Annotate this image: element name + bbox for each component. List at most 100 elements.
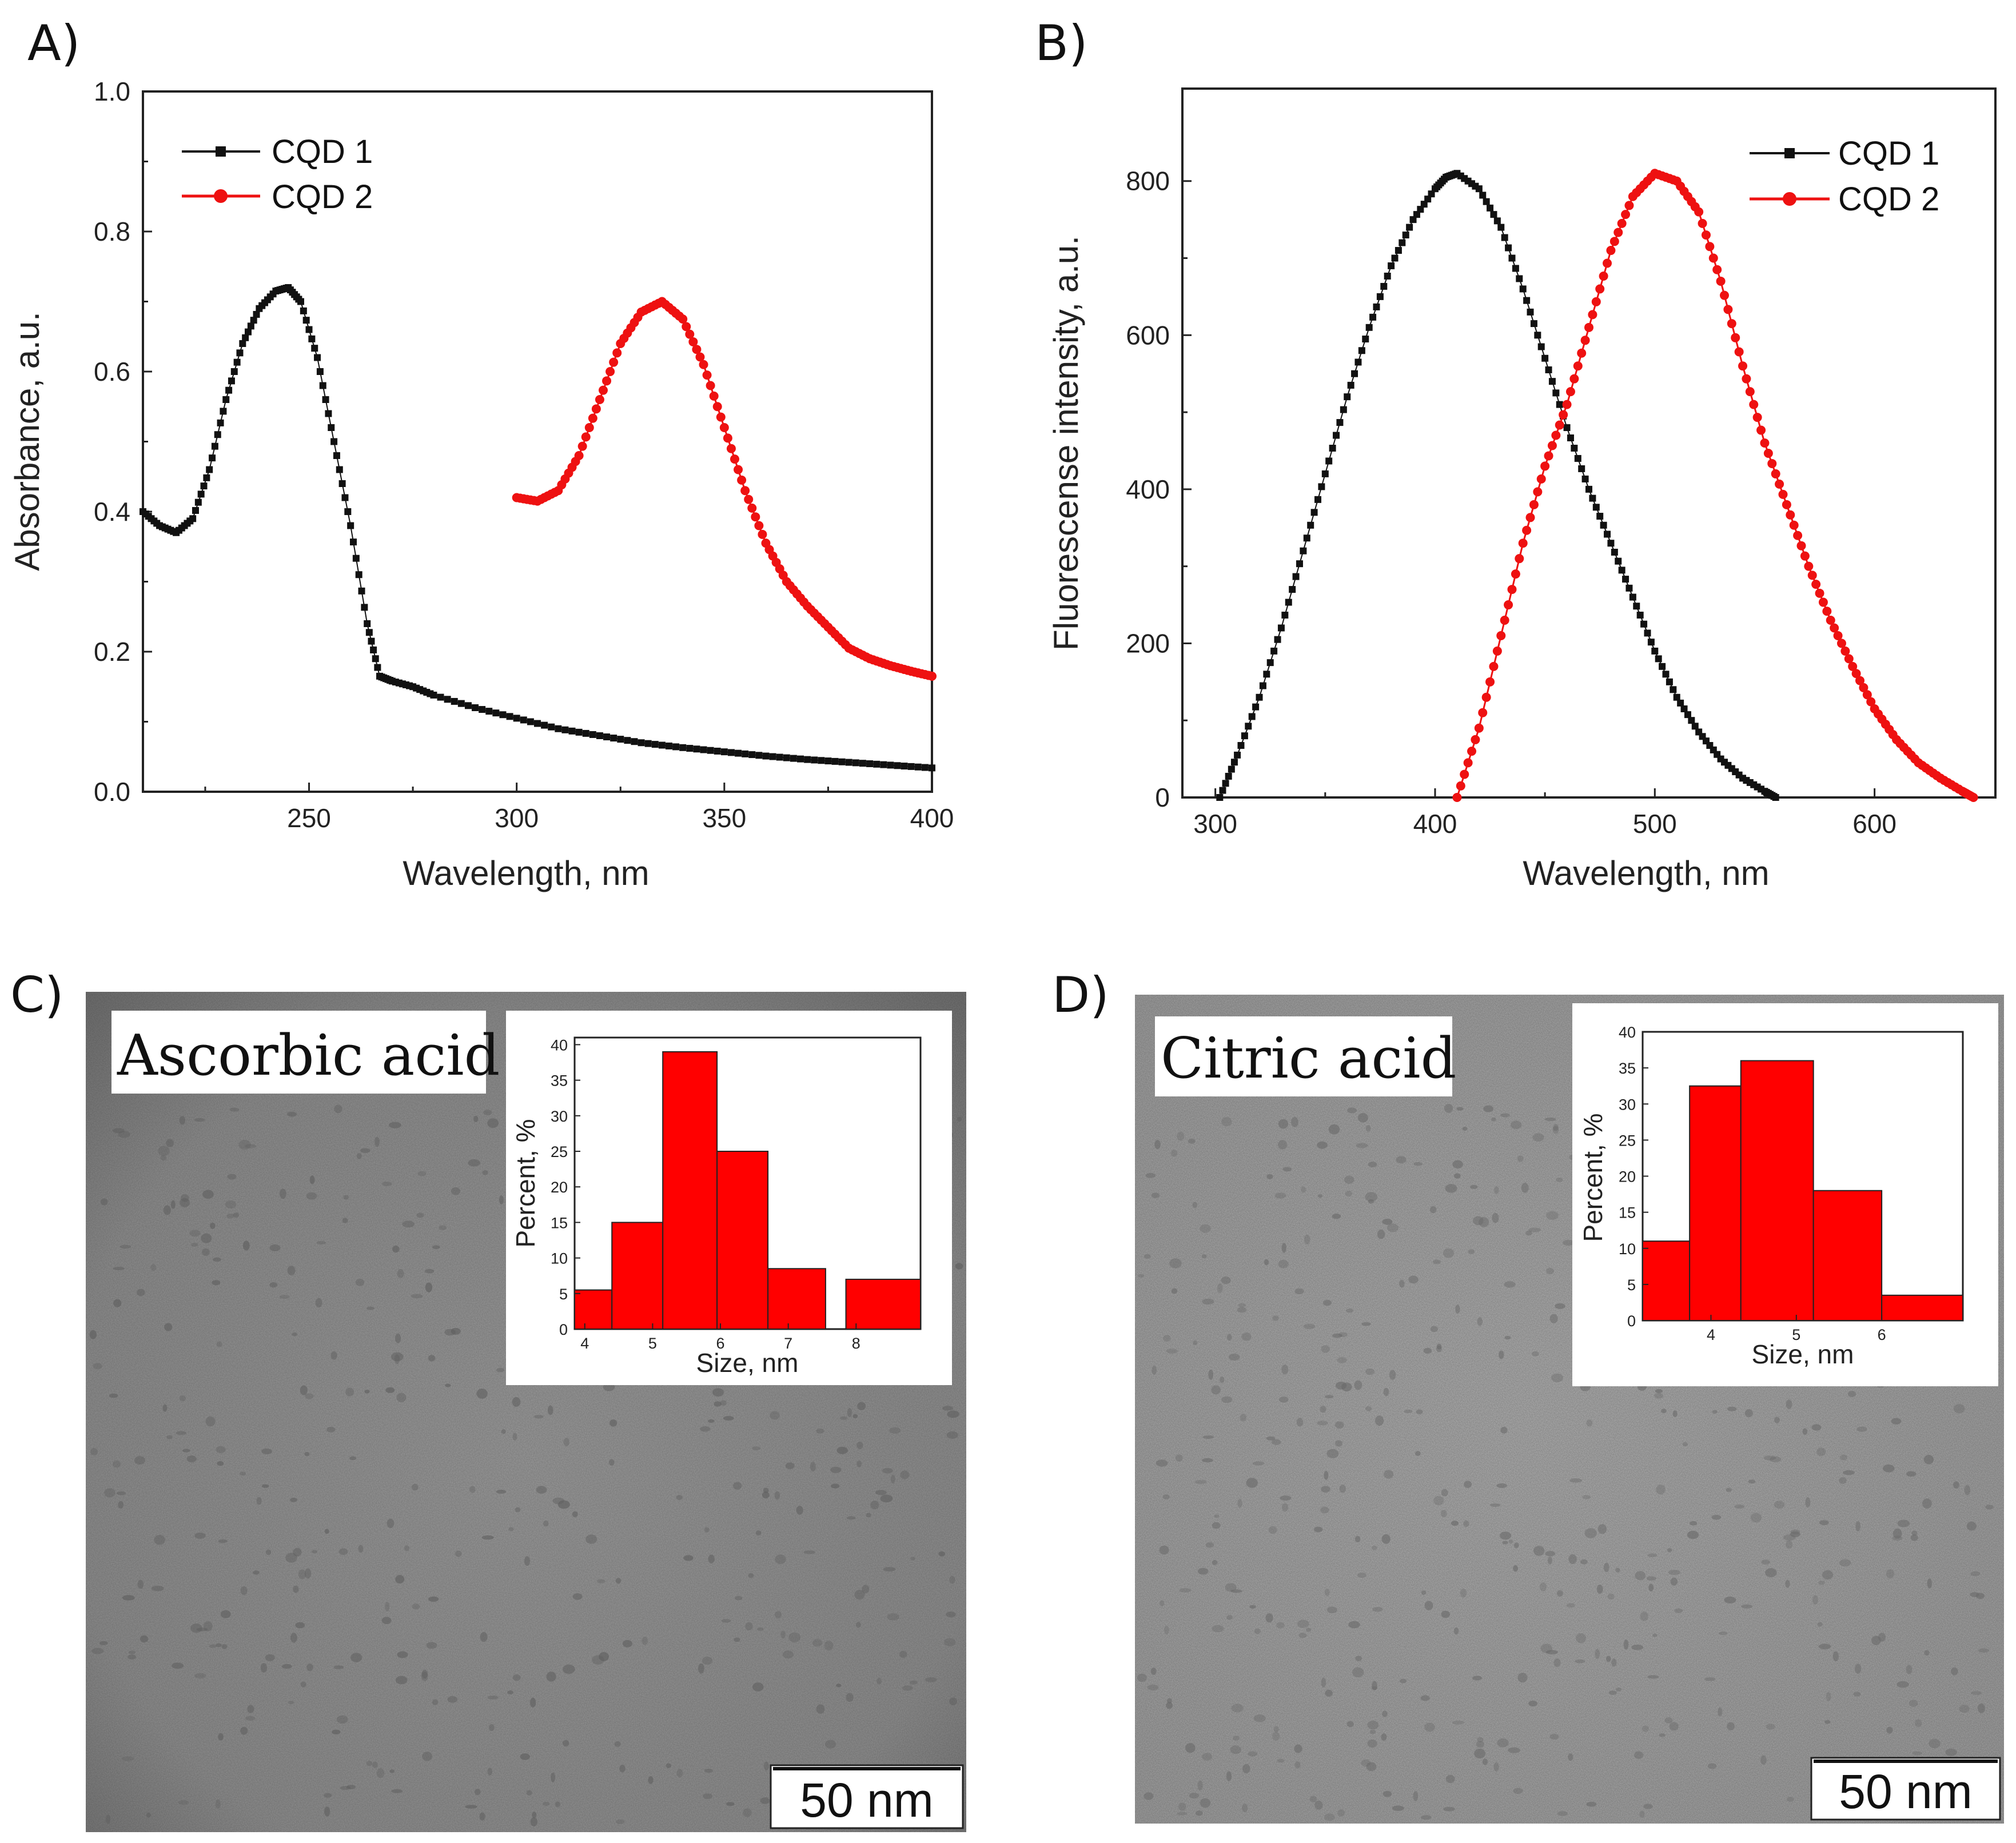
nanoparticle: [1582, 1495, 1591, 1499]
data-point: [582, 729, 589, 737]
nanoparticle: [473, 1115, 479, 1123]
data-point: [225, 386, 233, 394]
data-point: [1248, 713, 1256, 720]
data-point: [1496, 631, 1506, 640]
data-point: [758, 529, 767, 539]
data-point: [824, 757, 832, 765]
nanoparticle: [704, 1768, 713, 1773]
data-point: [305, 326, 313, 333]
nanoparticle: [1356, 1143, 1368, 1148]
data-point: [631, 738, 638, 745]
nanoparticle: [1230, 1745, 1241, 1754]
size-histogram-ascorbic: 4 5 6 7 8 0 5 10 15 20 25 30 35 40 Size, nm Percent, …: [511, 1036, 922, 1378]
nanoparticle: [1539, 1582, 1547, 1591]
data-point: [472, 704, 479, 711]
data-point: [1263, 671, 1270, 678]
nanoparticle: [943, 1638, 956, 1646]
nanoparticle: [1421, 1815, 1432, 1820]
data-point: [887, 761, 894, 769]
nanoparticle: [1953, 1481, 1959, 1489]
data-point: [1508, 254, 1516, 262]
data-point: [1222, 780, 1229, 787]
data-point: [845, 759, 852, 766]
nanoparticle: [432, 1245, 440, 1250]
nanoparticle: [1547, 1557, 1552, 1565]
nanoparticle: [1744, 1409, 1753, 1417]
data-point: [1584, 322, 1593, 332]
data-point: [365, 629, 373, 636]
data-point: [1969, 793, 1978, 802]
histogram-bar: [611, 1222, 664, 1330]
nanoparticle: [1212, 1522, 1221, 1529]
nanoparticle: [1212, 1559, 1218, 1565]
y-tick-label: 0.8: [94, 217, 130, 246]
nanoparticle: [1892, 1535, 1903, 1541]
nanoparticle: [1727, 1722, 1735, 1731]
nanoparticle: [1603, 1562, 1609, 1573]
inset-y-tick-label: 20: [1619, 1168, 1636, 1186]
nanoparticle: [392, 1245, 400, 1253]
nanoparticle: [723, 1416, 734, 1421]
data-point: [1613, 228, 1623, 237]
data-point: [297, 298, 304, 305]
data-point: [1618, 567, 1625, 574]
scale-bar-label-ascorbic: 50 nm: [800, 1773, 933, 1827]
nanoparticle: [1273, 1726, 1279, 1733]
data-point: [1855, 676, 1864, 685]
nanoparticle: [202, 1190, 214, 1199]
nanoparticle: [520, 1753, 530, 1760]
nanoparticle: [1734, 1505, 1745, 1509]
nanoparticle: [411, 1294, 423, 1299]
nanoparticle: [421, 1669, 428, 1679]
nanoparticle: [333, 1665, 344, 1670]
nanoparticle: [1978, 1648, 1990, 1653]
data-point: [1354, 358, 1362, 366]
nanoparticle: [1221, 1276, 1231, 1284]
nanoparticle: [134, 1456, 146, 1465]
nanoparticle: [1266, 1174, 1273, 1179]
nanoparticle: [1513, 1788, 1523, 1794]
nanoparticle: [376, 1768, 385, 1778]
data-point: [688, 337, 698, 346]
inset-y-tick-label: 5: [1627, 1276, 1636, 1294]
nanoparticle: [1646, 1576, 1656, 1581]
x-tick-label: 600: [1852, 809, 1897, 839]
nanoparticle: [1281, 1503, 1289, 1511]
histogram-x-title-ascorbic: Size, nm: [696, 1348, 799, 1378]
nanoparticle: [1421, 1590, 1427, 1595]
inset-x-tick-label: 4: [580, 1335, 589, 1352]
nanoparticle: [866, 1513, 871, 1518]
nanoparticle: [213, 1257, 221, 1262]
legend-marker-cqd1: [216, 146, 226, 157]
data-point: [894, 762, 901, 769]
data-point: [1723, 305, 1733, 314]
nanoparticle: [189, 1230, 201, 1237]
data-point: [336, 466, 343, 473]
histogram-x-title-citric: Size, nm: [1752, 1339, 1854, 1369]
nanoparticle: [281, 1664, 292, 1669]
nanoparticle: [244, 1144, 256, 1148]
nanoparticle: [191, 1243, 198, 1247]
nanoparticle: [676, 1495, 683, 1500]
data-point: [1562, 400, 1572, 409]
data-point: [1591, 297, 1601, 306]
nanoparticle: [1513, 1542, 1519, 1549]
data-point: [328, 424, 335, 431]
nanoparticle: [698, 1663, 704, 1674]
nanoparticle: [1927, 1578, 1933, 1589]
nanoparticle: [1951, 1667, 1958, 1676]
data-point: [1471, 735, 1480, 744]
nanoparticle: [855, 1622, 861, 1628]
data-point: [602, 376, 612, 386]
data-point: [686, 745, 694, 752]
nanoparticle: [290, 1633, 298, 1643]
nanoparticle: [1763, 1455, 1776, 1461]
data-point: [1804, 561, 1814, 571]
data-point: [541, 721, 548, 729]
nanoparticle: [1282, 1167, 1292, 1172]
data-point: [838, 758, 846, 765]
nanoparticle: [1381, 1733, 1387, 1741]
nanoparticle: [854, 1590, 865, 1600]
tem-micrograph-ascorbic: Ascorbic acid 50 nm 4 5 6 7 8051015202530354…: [86, 992, 966, 1832]
nanoparticle: [1611, 1658, 1617, 1667]
